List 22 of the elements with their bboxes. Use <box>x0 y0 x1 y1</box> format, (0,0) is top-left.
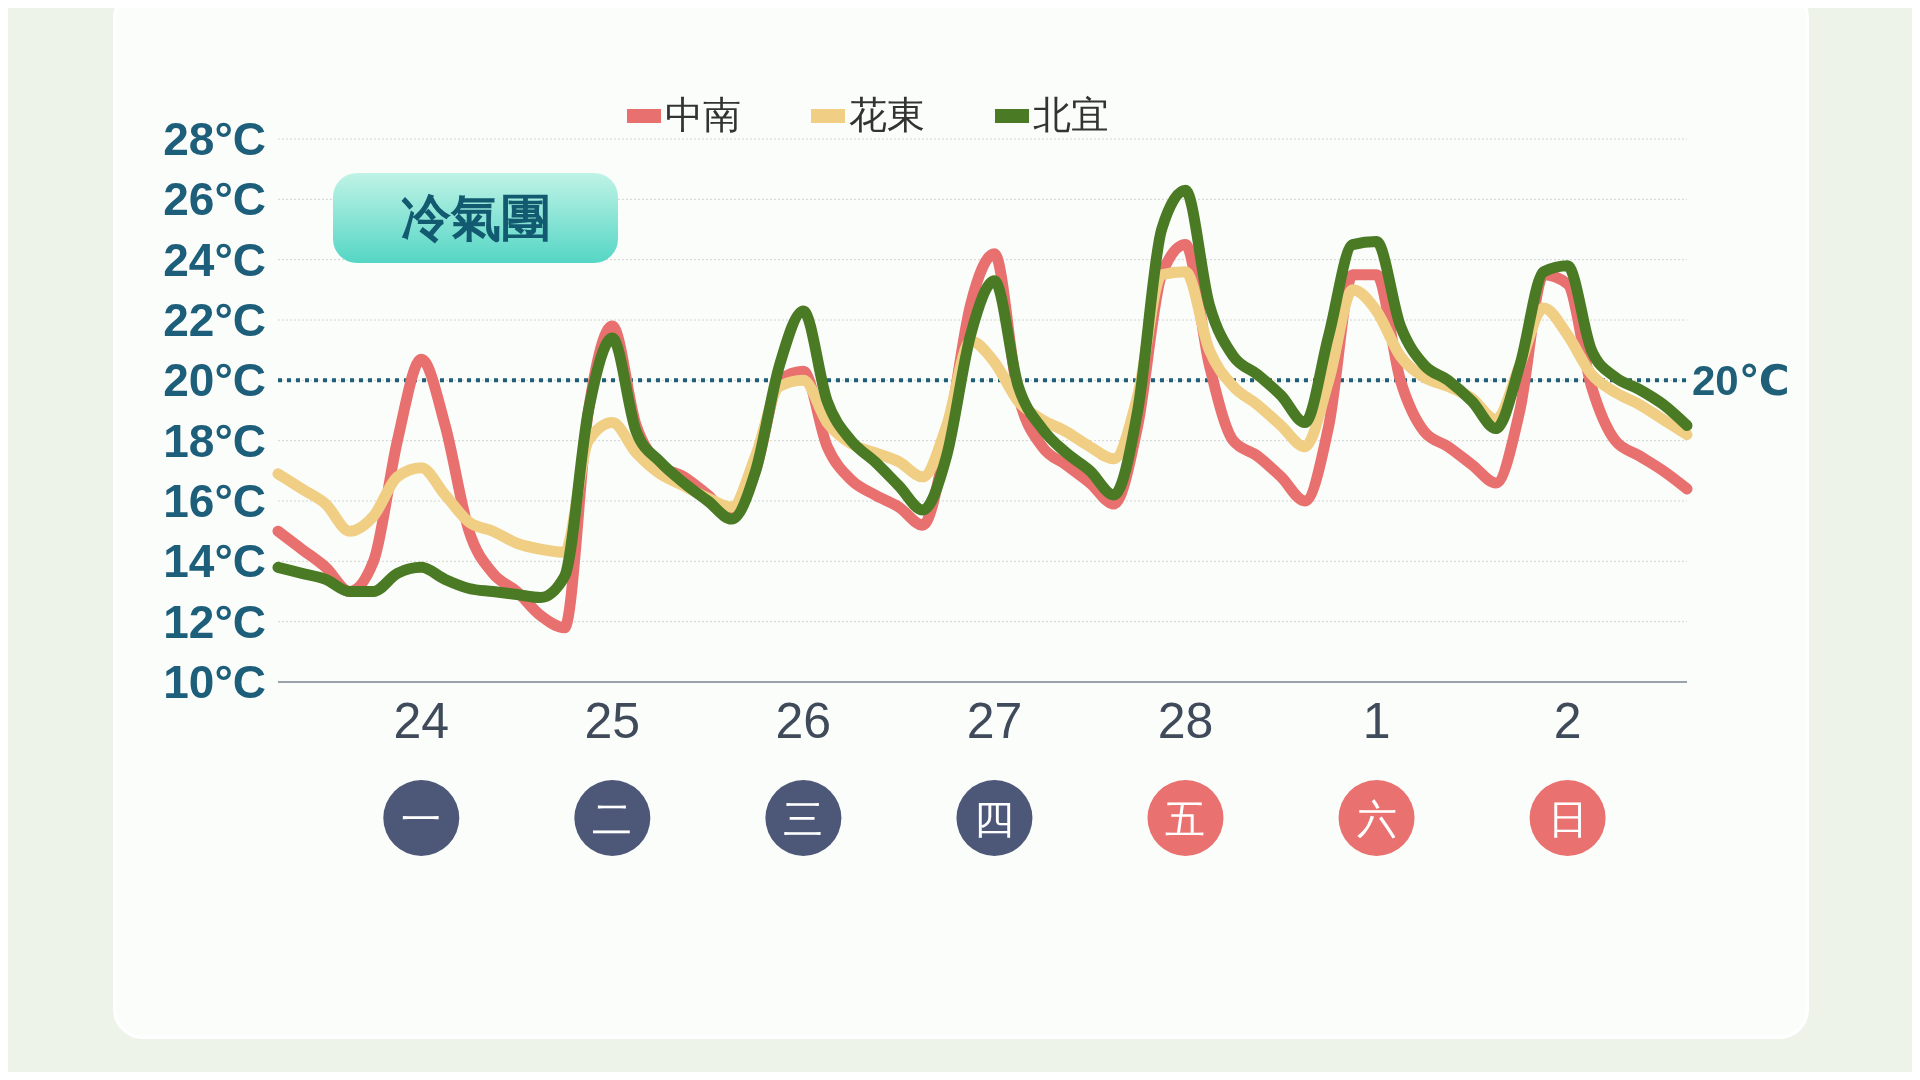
y-tick-label: 18°C <box>163 414 266 467</box>
x-tick-label: 1 六 <box>1356 693 1397 842</box>
x-tick-label: 2 日 <box>1547 693 1588 842</box>
legend-label: 中南 <box>664 92 741 139</box>
y-tick-label: 28°C <box>163 113 266 165</box>
x-tick-label: 26 三 <box>775 693 832 842</box>
x-tick-label: 24 一 <box>393 693 450 842</box>
y-tick-label: 14°C <box>163 535 266 588</box>
y-tick-label: 20°C <box>163 354 266 407</box>
y-tick-label: 26°C <box>163 173 266 226</box>
legend-label: 花東 <box>848 92 925 139</box>
x-tick-label: 25 二 <box>584 693 641 842</box>
y-tick-label: 10°C <box>163 656 266 708</box>
x-tick-label: 28 五 <box>1157 693 1214 842</box>
ref-line-label: 20℃ <box>1692 357 1790 405</box>
y-tick-label: 16°C <box>163 475 266 527</box>
annotation: 冷氣團 <box>333 173 618 263</box>
y-tick-label: 12°C <box>163 595 266 648</box>
y-tick-label: 24°C <box>163 233 266 286</box>
y-tick-label: 22°C <box>163 294 266 346</box>
x-tick-label: 27 四 <box>966 693 1023 842</box>
legend-label: 北宜 <box>1032 92 1109 139</box>
